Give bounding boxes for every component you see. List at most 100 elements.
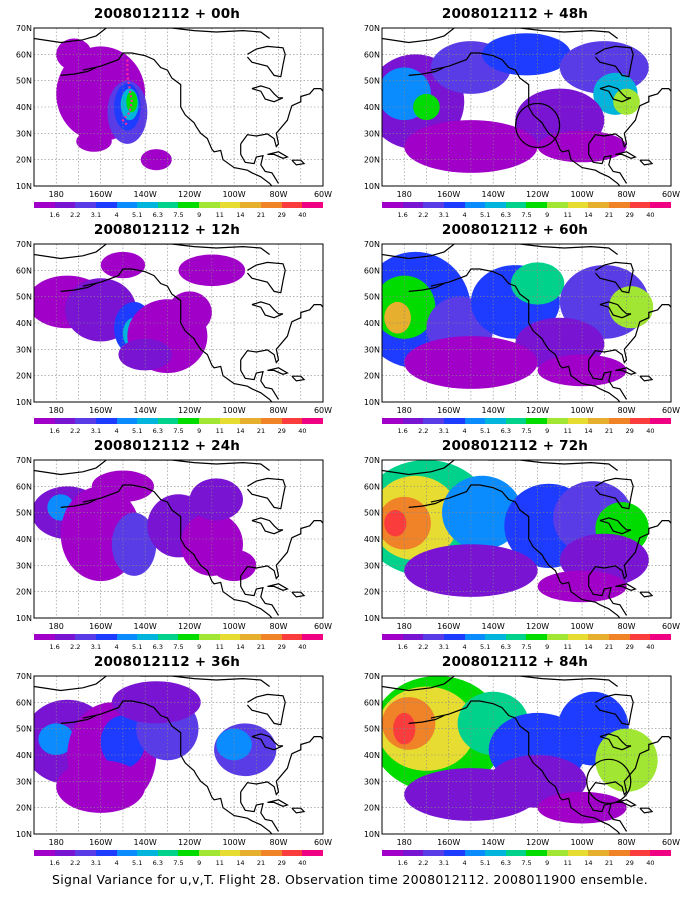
lon-tick-label: 180 [49,190,64,199]
lat-tick-label: 30N [364,345,380,354]
colorbar-swatch [281,634,303,640]
colorbar-label: 4 [462,211,467,219]
colorbar-swatch [485,850,506,856]
lat-tick-label: 60N [16,50,32,59]
lon-tick-label: 180 [49,406,64,415]
colorbar-label: 40 [646,427,655,435]
colorbar-swatch [402,418,424,424]
lon-tick-label: 80W [617,838,635,847]
lon-tick-label: 80W [617,622,635,631]
coastline [240,88,323,148]
colorbar-label: 7.5 [521,859,532,867]
colorbar-label: 6.3 [500,427,512,435]
lat-tick-label: 50N [16,293,32,302]
coastline [599,733,632,751]
lat-tick-label: 60N [16,266,32,275]
colorbar-label: 6.3 [152,859,164,867]
colorbar-label: 2.2 [70,859,81,867]
lon-tick-label: 180 [397,838,412,847]
variance-map: 10N 20N 30N 40N 50N 60N 70N 180 160W 140W 120W 100W… [16,456,332,631]
colorbar-label: 5.1 [480,211,491,219]
variance-contour [216,728,252,761]
lon-tick-label: 180 [397,622,412,631]
map-panel: 2008012112 + 48h 10N 20N 30N 40N 50N 60N 70N 180… [350,6,680,221]
colorbar-label: 40 [646,211,655,219]
variance-map: 10N 20N 30N 40N 50N 60N 70N 180 160W 140W 120W 100W… [364,672,680,847]
lon-tick-label: 60W [314,622,332,631]
coastline [382,244,618,260]
colorbar-label: 2.2 [70,427,81,435]
colorbar-label: 29 [625,211,634,219]
lat-tick-label: 40N [364,319,380,328]
lat-tick-label: 20N [16,156,32,165]
colorbar-label: 4 [114,427,119,435]
colorbar-label: 14 [584,859,593,867]
colorbar-label: 1.6 [397,211,408,219]
lon-tick-label: 140W [482,622,505,631]
colorbar-swatch [54,850,76,856]
colorbar-label: 21 [256,859,266,867]
variance-contour [384,301,411,334]
colorbar-swatch [157,202,179,208]
colorbar-swatch [240,850,262,856]
colorbar-swatch [650,634,671,640]
colorbar-label: 1.6 [49,859,60,867]
colorbar-label: 1.6 [49,643,60,651]
lat-tick-label: 10N [364,182,380,191]
lat-tick-label: 50N [16,725,32,734]
colorbar-label: 9 [545,427,550,435]
coastline [251,733,284,751]
lon-tick-label: 60W [662,622,680,631]
colorbar-label: 2.2 [70,643,81,651]
variance-contour [413,93,440,121]
colorbar-label: 29 [277,859,286,867]
colorbar-swatch [137,418,158,424]
lon-tick-label: 100W [222,838,245,847]
coastline [430,268,621,402]
colorbar-label: 6.3 [500,211,512,219]
colorbar-label: 14 [236,211,245,219]
lat-tick-label: 70N [364,240,380,249]
coastline [639,807,654,814]
colorbar-swatch [650,202,671,208]
lat-tick-label: 40N [16,535,32,544]
colorbar-swatch [281,850,303,856]
coastline [291,159,306,166]
colorbar-label: 21 [256,427,266,435]
panel-title: 2008012112 + 72h [441,438,589,454]
coastline [588,791,628,832]
lat-tick-label: 20N [364,804,380,813]
lon-tick-label: 60W [314,406,332,415]
coastline [34,244,270,260]
lat-tick-label: 30N [16,129,32,138]
colorbar-label: 9 [545,211,550,219]
colorbar-label: 1.6 [397,643,408,651]
lat-tick-label: 40N [364,535,380,544]
colorbar-swatch [402,634,424,640]
lat-tick-label: 60N [364,266,380,275]
colorbar-label: 11 [215,859,224,867]
colorbar-swatch [34,202,55,208]
lon-tick-label: 160W [89,838,112,847]
lat-tick-label: 10N [16,398,32,407]
lat-tick-label: 10N [16,830,32,839]
colorbar-label: 4 [462,859,467,867]
lon-tick-label: 120W [178,622,201,631]
colorbar-swatch [423,418,444,424]
colorbar-label: 3.1 [90,211,102,219]
colorbar-label: 4 [462,427,467,435]
coastline [594,477,634,510]
coastline [82,700,273,834]
colorbar-label: 2.2 [70,211,81,219]
lat-tick-label: 20N [16,372,32,381]
colorbar-label: 7.5 [173,211,184,219]
colorbar-label: 6.3 [152,643,164,651]
lon-tick-label: 120W [178,190,201,199]
lon-tick-label: 160W [89,406,112,415]
colorbar-swatch [526,202,548,208]
coastline [291,807,306,814]
coastline [588,304,671,364]
colorbar-label: 5.1 [480,859,491,867]
coastline [588,143,628,184]
coastline [34,460,270,476]
